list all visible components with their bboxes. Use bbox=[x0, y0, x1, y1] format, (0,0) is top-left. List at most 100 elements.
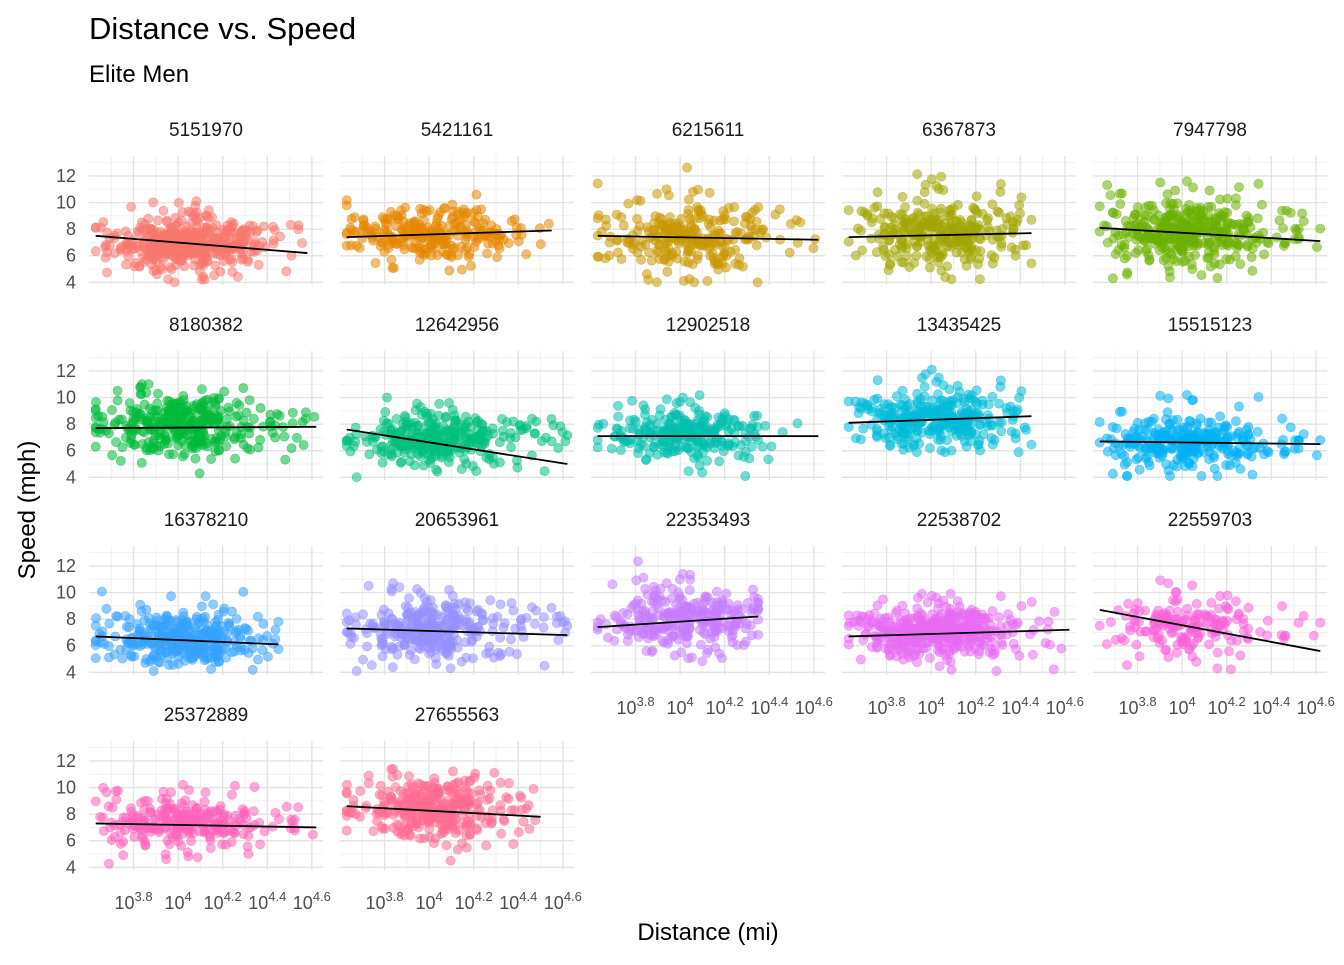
scatter-point bbox=[177, 437, 186, 446]
chart-subtitle: Elite Men bbox=[89, 61, 189, 88]
scatter-point bbox=[1123, 471, 1132, 480]
scatter-point bbox=[1252, 238, 1261, 247]
facet-panel: 15515123 bbox=[1093, 315, 1327, 481]
scatter-point bbox=[966, 633, 975, 642]
scatter-point bbox=[1135, 652, 1144, 661]
scatter-point bbox=[426, 596, 435, 605]
scatter-point bbox=[108, 451, 117, 460]
scatter-point bbox=[440, 641, 449, 650]
scatter-point bbox=[239, 383, 248, 392]
scatter-point bbox=[614, 412, 623, 421]
scatter-point bbox=[527, 603, 536, 612]
x-tick-label: 103.8 bbox=[617, 694, 655, 718]
scatter-point bbox=[722, 605, 731, 614]
scatter-point bbox=[413, 449, 422, 458]
scatter-point bbox=[1205, 186, 1214, 195]
scatter-point bbox=[1147, 201, 1156, 210]
scatter-point bbox=[132, 242, 141, 251]
scatter-point bbox=[873, 188, 882, 197]
scatter-point bbox=[396, 206, 405, 215]
scatter-point bbox=[719, 215, 728, 224]
scatter-point bbox=[685, 274, 694, 283]
scatter-point bbox=[1120, 254, 1129, 263]
scatter-point bbox=[881, 251, 890, 260]
scatter-point bbox=[923, 229, 932, 238]
scatter-point bbox=[921, 370, 930, 379]
scatter-point bbox=[1222, 225, 1231, 234]
scatter-point bbox=[1017, 193, 1026, 202]
scatter-point bbox=[1223, 194, 1232, 203]
scatter-point bbox=[728, 630, 737, 639]
scatter-point bbox=[1187, 206, 1196, 215]
scatter-point bbox=[167, 592, 176, 601]
scatter-point bbox=[248, 665, 257, 674]
scatter-point bbox=[448, 200, 457, 209]
scatter-point bbox=[739, 452, 748, 461]
scatter-point bbox=[209, 600, 218, 609]
scatter-point bbox=[655, 411, 664, 420]
scatter-point bbox=[522, 421, 531, 430]
scatter-point bbox=[227, 218, 236, 227]
scatter-point bbox=[476, 430, 485, 439]
scatter-point bbox=[419, 461, 428, 470]
scatter-point bbox=[641, 584, 650, 593]
scatter-point bbox=[472, 190, 481, 199]
scatter-point bbox=[793, 419, 802, 428]
facet-panel: 6367873 bbox=[842, 120, 1076, 285]
scatter-point bbox=[695, 241, 704, 250]
facet-strip-label: 20653961 bbox=[415, 510, 500, 531]
scatter-point bbox=[1050, 607, 1059, 616]
scatter-point bbox=[1116, 199, 1125, 208]
scatter-point bbox=[472, 466, 481, 475]
scatter-point bbox=[201, 254, 210, 263]
scatter-point bbox=[1171, 186, 1180, 195]
scatter-point bbox=[540, 467, 549, 476]
scatter-point bbox=[931, 247, 940, 256]
scatter-point bbox=[391, 624, 400, 633]
scatter-point bbox=[450, 419, 459, 428]
scatter-point bbox=[1131, 210, 1140, 219]
scatter-point bbox=[731, 619, 740, 628]
scatter-point bbox=[1278, 414, 1287, 423]
scatter-point bbox=[352, 473, 361, 482]
scatter-point bbox=[460, 455, 469, 464]
scatter-point bbox=[956, 423, 965, 432]
scatter-point bbox=[231, 454, 240, 463]
scatter-point bbox=[608, 580, 617, 589]
scatter-point bbox=[180, 262, 189, 271]
scatter-point bbox=[299, 440, 308, 449]
scatter-point bbox=[164, 275, 173, 284]
scatter-point bbox=[351, 227, 360, 236]
scatter-point bbox=[168, 410, 177, 419]
scatter-point bbox=[1231, 252, 1240, 261]
scatter-point bbox=[653, 450, 662, 459]
scatter-point bbox=[197, 385, 206, 394]
scatter-point bbox=[1257, 200, 1266, 209]
scatter-point bbox=[633, 557, 642, 566]
scatter-point bbox=[683, 163, 692, 172]
scatter-point bbox=[719, 447, 728, 456]
scatter-point bbox=[619, 434, 628, 443]
scatter-point bbox=[913, 170, 922, 179]
scatter-points bbox=[593, 557, 763, 666]
scatter-point bbox=[180, 623, 189, 632]
scatter-point bbox=[1108, 469, 1117, 478]
scatter-point bbox=[703, 645, 712, 654]
scatter-point bbox=[191, 454, 200, 463]
scatter-point bbox=[118, 654, 127, 663]
scatter-point bbox=[933, 646, 942, 655]
y-axis-label: Speed (mph) bbox=[14, 441, 41, 580]
scatter-point bbox=[122, 260, 131, 269]
scatter-point bbox=[1216, 412, 1225, 421]
scatter-point bbox=[944, 402, 953, 411]
scatter-point bbox=[378, 442, 387, 451]
scatter-point bbox=[378, 458, 387, 467]
scatter-point bbox=[217, 431, 226, 440]
scatter-point bbox=[485, 648, 494, 657]
scatter-point bbox=[617, 213, 626, 222]
scatter-point bbox=[988, 650, 997, 659]
scatter-point bbox=[718, 595, 727, 604]
scatter-point bbox=[169, 450, 178, 459]
scatter-point bbox=[627, 396, 636, 405]
scatter-point bbox=[920, 199, 929, 208]
